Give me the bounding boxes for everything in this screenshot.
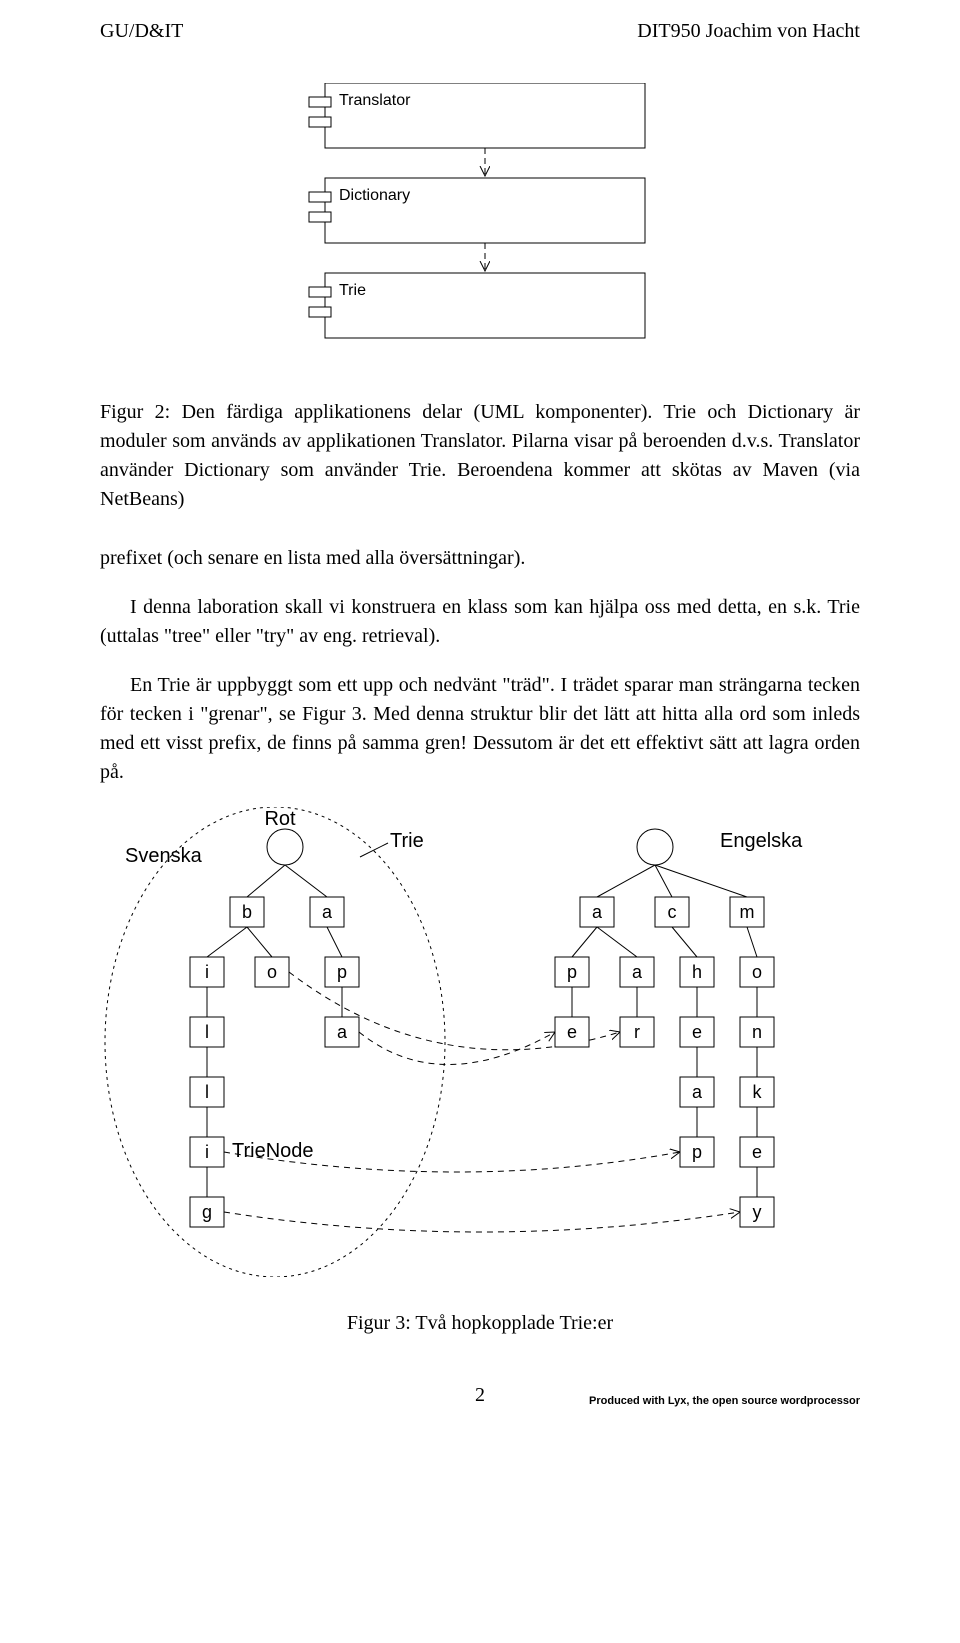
trie-diagram: b a i o p l a l i g a c m p a h o e r e n a k p e y Svenska Rot Trie… xyxy=(100,807,860,1282)
svg-text:g: g xyxy=(202,1202,212,1222)
svg-text:l: l xyxy=(205,1082,209,1102)
figure-2-caption: Figur 2: Den färdiga applikationens dela… xyxy=(100,398,860,514)
svg-text:l: l xyxy=(205,1022,209,1042)
svg-text:Trie: Trie xyxy=(390,830,424,852)
paragraph-prefix: prefixet (och senare en lista med alla ö… xyxy=(100,544,860,573)
svg-text:Rot: Rot xyxy=(264,808,296,830)
svg-text:o: o xyxy=(267,962,277,982)
svg-text:a: a xyxy=(337,1022,348,1042)
svg-text:b: b xyxy=(242,902,252,922)
svg-text:p: p xyxy=(692,1142,702,1162)
svg-text:Engelska: Engelska xyxy=(720,830,803,852)
paragraph-lab: I denna laboration skall vi konstruera e… xyxy=(100,593,860,651)
svg-text:k: k xyxy=(753,1082,763,1102)
svg-text:c: c xyxy=(668,902,677,922)
svg-text:a: a xyxy=(592,902,603,922)
svg-text:Translator: Translator xyxy=(339,92,411,109)
svg-text:r: r xyxy=(634,1022,640,1042)
figure-3-caption: Figur 3: Två hopkopplade Trie:er xyxy=(100,1312,860,1335)
header-left: GU/D&IT xyxy=(100,20,183,43)
paragraph-trie-desc: En Trie är uppbyggt som ett upp och nedv… xyxy=(100,671,860,787)
svg-text:TrieNode: TrieNode xyxy=(232,1140,314,1162)
svg-text:o: o xyxy=(752,962,762,982)
svg-text:a: a xyxy=(322,902,333,922)
uml-component-diagram: Translator Dictionary Trie xyxy=(265,83,695,358)
page-header: GU/D&IT DIT950 Joachim von Hacht xyxy=(100,20,860,43)
svg-text:i: i xyxy=(205,962,209,982)
svg-text:Trie: Trie xyxy=(339,282,366,299)
trie-svg: b a i o p l a l i g a c m p a h o e r e n a k p e y Svenska Rot Trie… xyxy=(100,807,860,1277)
svg-text:e: e xyxy=(567,1022,577,1042)
page: GU/D&IT DIT950 Joachim von Hacht Transla… xyxy=(0,0,960,1437)
svg-text:Dictionary: Dictionary xyxy=(339,187,410,204)
svg-text:e: e xyxy=(692,1022,702,1042)
svg-text:n: n xyxy=(752,1022,762,1042)
svg-text:y: y xyxy=(753,1202,762,1222)
svg-text:p: p xyxy=(337,962,347,982)
svg-text:Svenska: Svenska xyxy=(125,845,203,867)
svg-text:e: e xyxy=(752,1142,762,1162)
svg-text:a: a xyxy=(692,1082,703,1102)
svg-text:p: p xyxy=(567,962,577,982)
page-number: 2 xyxy=(475,1384,485,1407)
page-footer: 2 Produced with Lyx, the open source wor… xyxy=(100,1395,860,1407)
svg-text:i: i xyxy=(205,1142,209,1162)
svg-text:h: h xyxy=(692,962,702,982)
svg-text:m: m xyxy=(740,902,755,922)
footer-producer: Produced with Lyx, the open source wordp… xyxy=(589,1395,860,1407)
uml-svg: Translator Dictionary Trie xyxy=(265,83,695,353)
svg-text:a: a xyxy=(632,962,643,982)
header-right: DIT950 Joachim von Hacht xyxy=(637,20,860,43)
